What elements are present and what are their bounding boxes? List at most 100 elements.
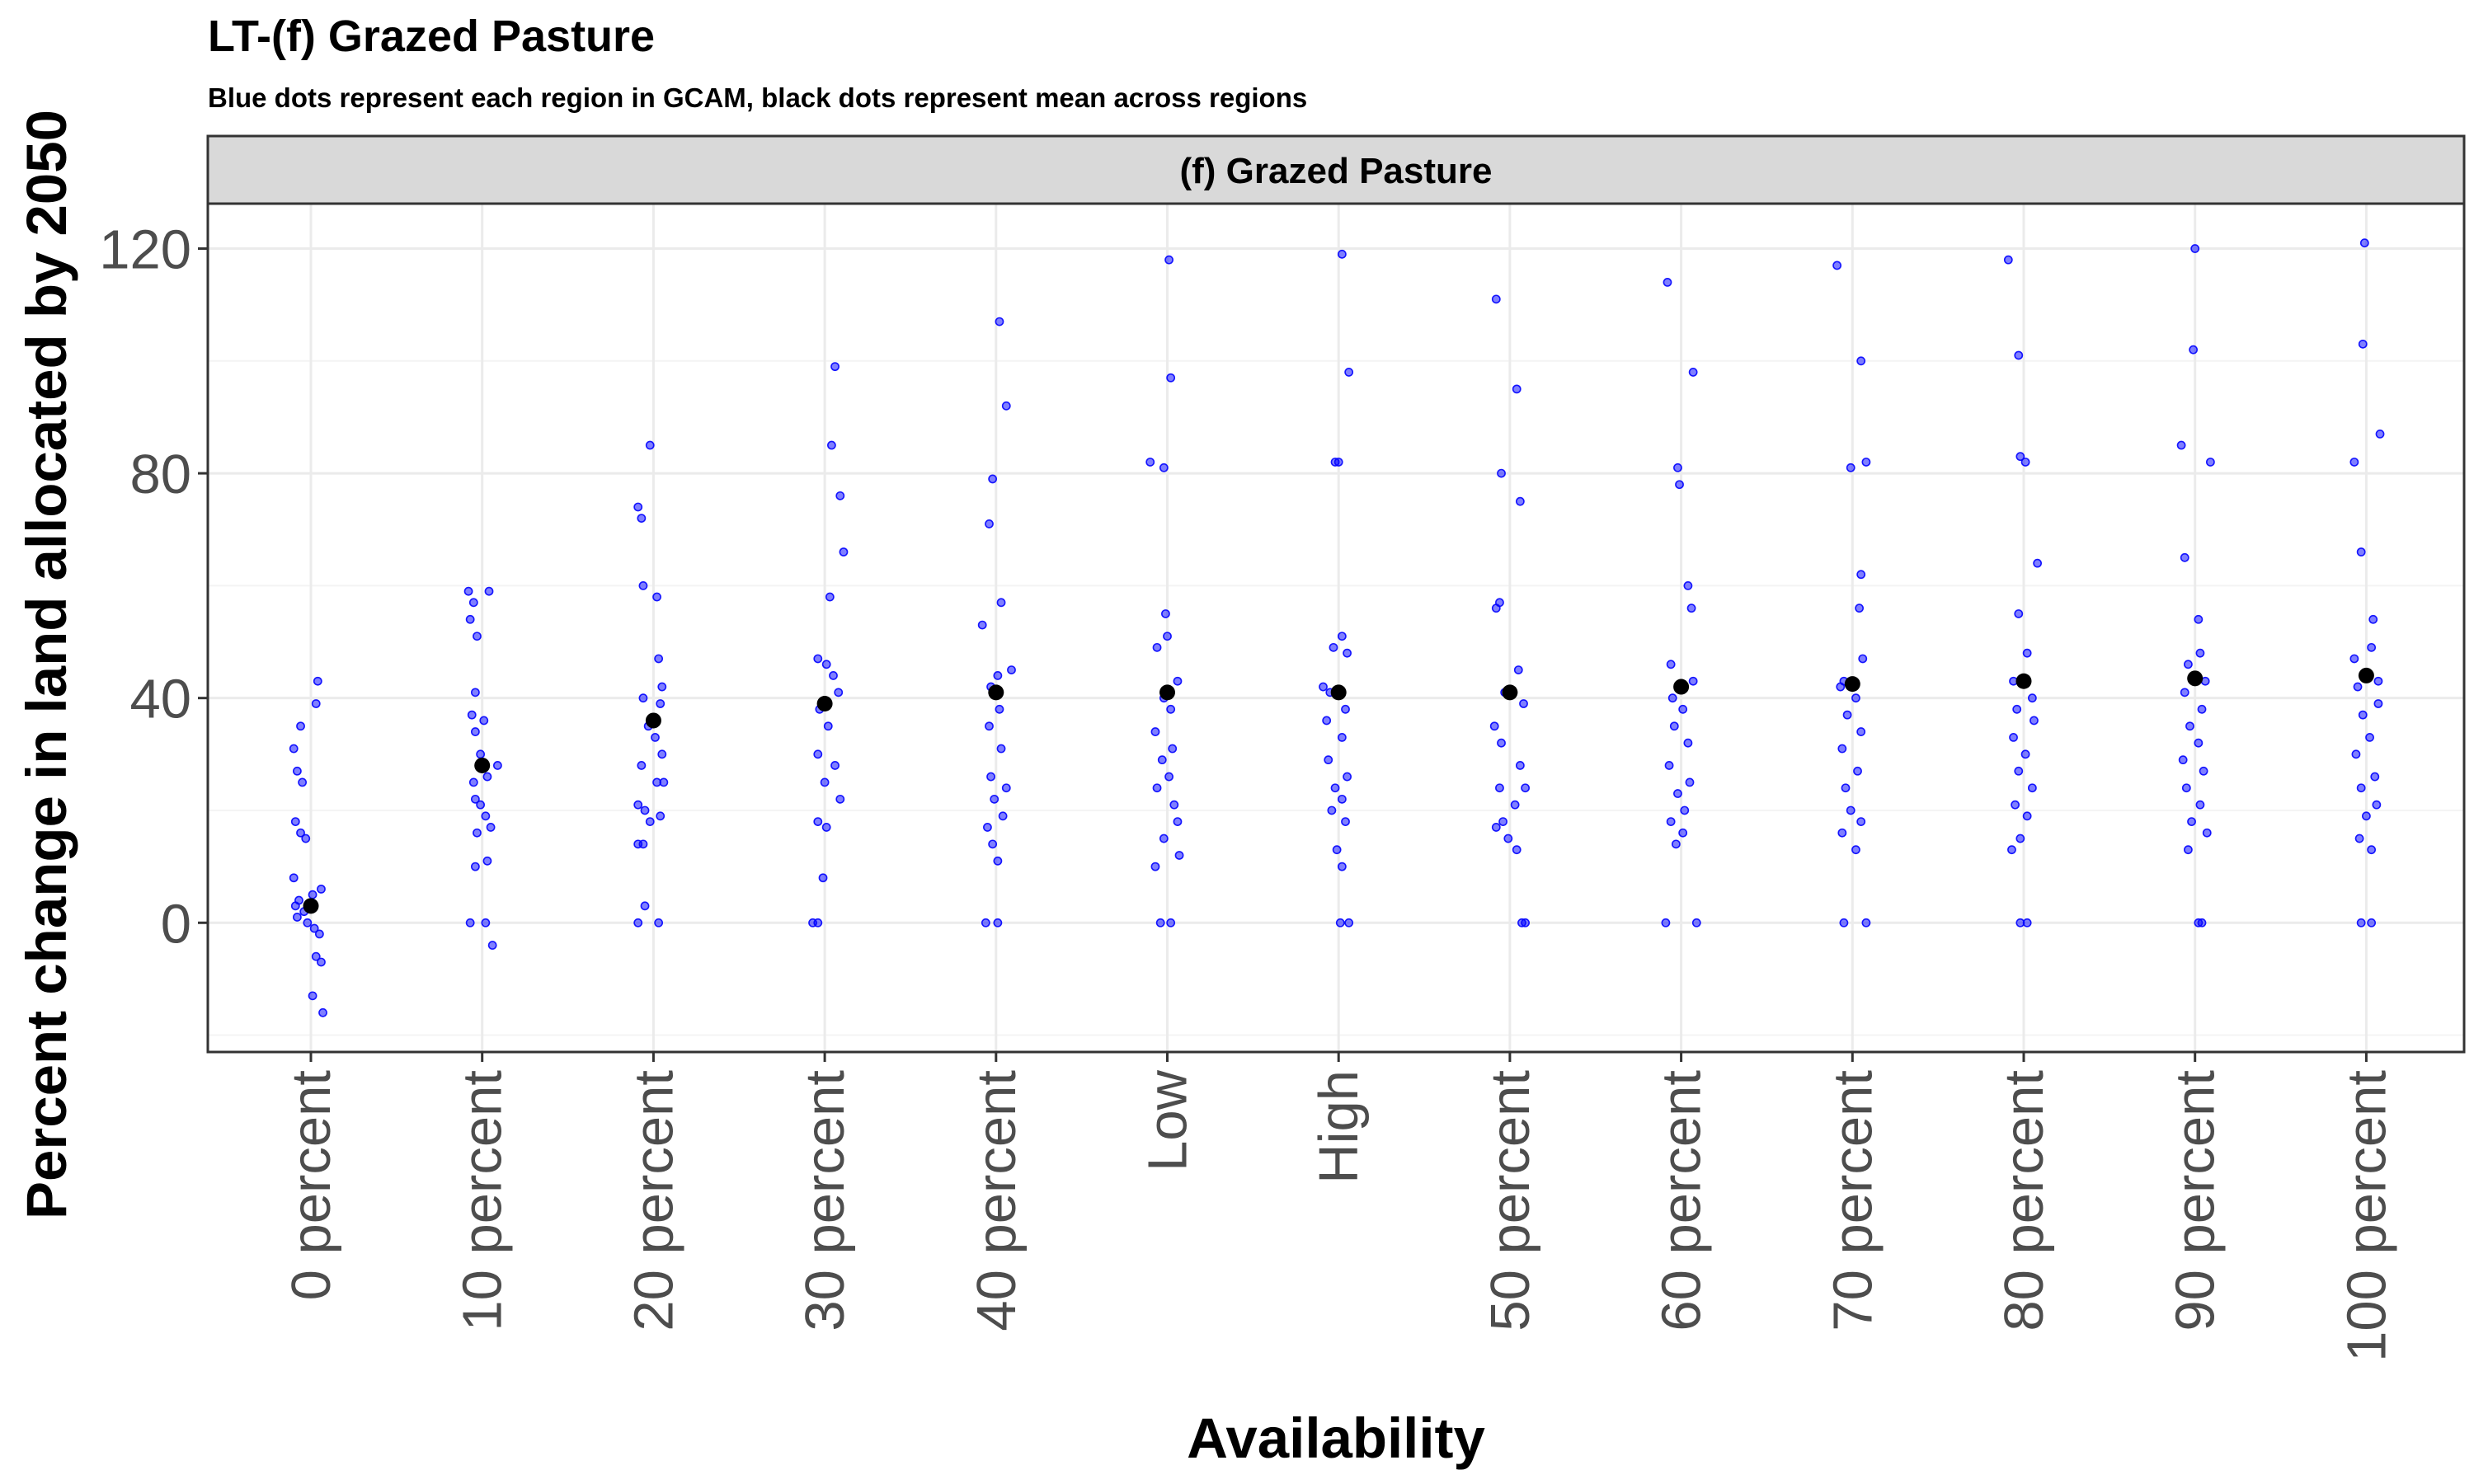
region-point <box>318 1007 327 1017</box>
region-point <box>482 856 492 866</box>
region-point <box>2178 755 2188 765</box>
region-point <box>476 800 486 810</box>
region-point <box>986 772 995 782</box>
region-point <box>1337 794 1347 804</box>
region-point <box>1842 710 1852 720</box>
region-point <box>2373 676 2383 686</box>
region-point <box>298 777 308 787</box>
region-point <box>317 957 326 967</box>
region-point <box>1173 817 1183 827</box>
region-point <box>1344 918 1354 928</box>
region-point <box>651 732 660 742</box>
mean-point <box>988 684 1004 701</box>
region-point <box>1846 805 1856 815</box>
mean-point <box>303 898 319 914</box>
region-point <box>1330 783 1340 793</box>
region-point <box>813 817 823 827</box>
region-point <box>2187 817 2196 827</box>
region-point <box>995 317 1004 326</box>
region-point <box>311 699 321 708</box>
region-point <box>654 654 664 664</box>
region-point <box>993 918 1003 928</box>
region-point <box>1344 368 1354 377</box>
region-point <box>2375 429 2385 439</box>
region-point <box>2351 749 2361 759</box>
x-tick-label: Low <box>1137 1069 1199 1172</box>
region-point <box>2015 452 2025 462</box>
region-point <box>470 862 480 871</box>
region-point <box>1521 783 1530 793</box>
region-point <box>2195 800 2205 810</box>
region-point <box>637 761 647 770</box>
grid-lines <box>208 204 2464 1052</box>
region-point <box>1337 632 1347 641</box>
region-point <box>839 547 849 556</box>
region-point <box>311 951 321 961</box>
data-points <box>289 238 2385 1017</box>
region-point <box>1491 603 1501 613</box>
region-point <box>990 794 999 804</box>
region-point <box>2368 614 2378 624</box>
x-tick-label: 60 percent <box>1651 1070 1713 1331</box>
region-point <box>289 744 299 754</box>
region-point <box>1856 356 1866 366</box>
mean-point <box>2015 673 2032 689</box>
region-point <box>1164 255 1174 265</box>
region-point <box>2358 339 2368 349</box>
region-point <box>645 817 655 827</box>
region-point <box>2020 458 2030 467</box>
chart-subtitle: Blue dots represent each region in GCAM,… <box>208 82 1307 113</box>
x-tick-label: 30 percent <box>794 1070 856 1331</box>
region-point <box>1678 828 1688 838</box>
region-point <box>2022 648 2032 658</box>
region-point <box>633 502 643 512</box>
region-point <box>292 913 302 922</box>
region-point <box>818 873 828 883</box>
region-point <box>470 688 480 697</box>
region-point <box>996 744 1006 754</box>
x-tick-label: High <box>1308 1070 1370 1184</box>
x-tick-label: 50 percent <box>1479 1070 1541 1331</box>
region-point <box>1685 777 1695 787</box>
region-point <box>1856 570 1866 580</box>
region-point <box>473 632 482 641</box>
region-point <box>2202 828 2212 838</box>
region-point <box>313 676 322 686</box>
region-point <box>1337 862 1347 871</box>
region-point <box>2027 693 2037 703</box>
region-point <box>977 620 987 630</box>
region-point <box>2009 732 2018 742</box>
region-point <box>2367 845 2377 855</box>
region-point <box>2372 800 2382 810</box>
region-point <box>2181 783 2191 793</box>
region-point <box>1510 800 1520 810</box>
region-point <box>1671 839 1681 849</box>
region-point <box>486 823 496 832</box>
region-point <box>985 519 994 528</box>
chart-title: LT-(f) Grazed Pasture <box>208 12 655 61</box>
region-point <box>993 671 1003 680</box>
x-tick-label: 0 percent <box>280 1070 342 1301</box>
region-point <box>484 586 494 596</box>
region-point <box>2022 811 2032 821</box>
region-point <box>981 918 990 928</box>
region-point <box>2014 609 2024 618</box>
region-point <box>1343 648 1352 658</box>
region-point <box>1332 845 1342 855</box>
region-point <box>1666 660 1676 669</box>
region-point <box>2361 811 2371 821</box>
region-point <box>1333 458 1343 467</box>
region-point <box>827 440 836 450</box>
region-point <box>1319 682 1328 692</box>
region-point <box>633 918 643 928</box>
region-point <box>640 805 650 815</box>
region-point <box>1166 704 1176 714</box>
region-point <box>1157 755 1167 765</box>
region-point <box>2027 783 2037 793</box>
region-point <box>2190 244 2200 253</box>
region-point <box>645 440 655 450</box>
region-point <box>2194 614 2204 624</box>
region-point <box>1839 918 1849 928</box>
region-point <box>820 777 830 787</box>
region-point <box>1832 261 1842 270</box>
